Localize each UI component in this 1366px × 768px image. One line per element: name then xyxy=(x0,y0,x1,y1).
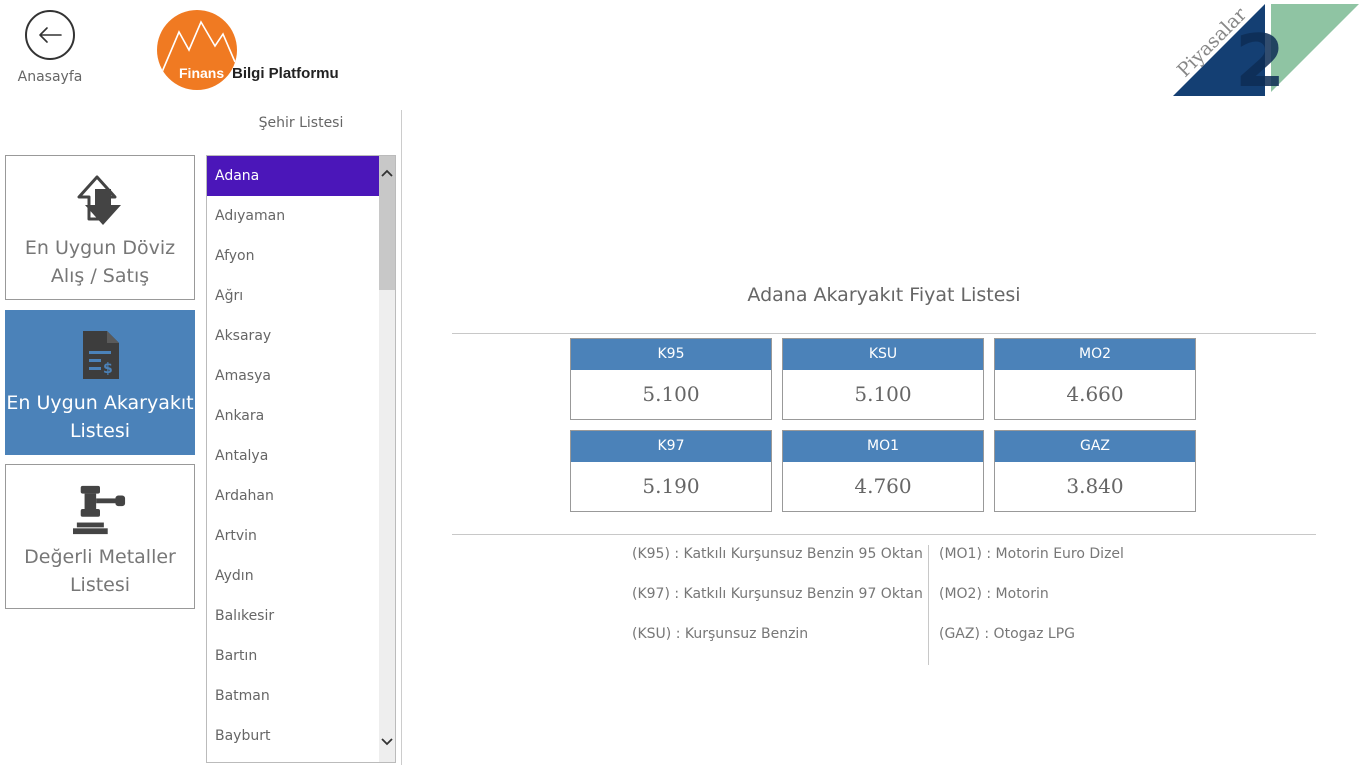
city-list[interactable]: Adana Adıyaman Afyon Ağrı Aksaray Amasya Ankar… xyxy=(206,155,396,763)
nav-fuel-label: En Uygun Akaryakıt Listesi xyxy=(6,392,194,442)
legend-item: (K97) : Katkılı Kurşunsuz Benzin 97 Okta… xyxy=(632,586,923,602)
city-item[interactable]: Balıkesir xyxy=(215,608,275,624)
price-card-code: K97 xyxy=(571,431,771,462)
city-scrollbar[interactable] xyxy=(379,156,395,762)
legend-divider xyxy=(928,545,929,665)
nav-currency-exchange[interactable]: En Uygun Döviz Alış / Satış xyxy=(5,155,195,300)
logo-mountain-icon xyxy=(157,10,237,90)
price-card: KSU 5.100 xyxy=(782,338,984,420)
scroll-up-button[interactable] xyxy=(379,156,395,190)
svg-text:$: $ xyxy=(103,361,113,377)
price-card-code: K95 xyxy=(571,339,771,370)
city-item[interactable]: Bartın xyxy=(215,648,258,664)
gavel-icon xyxy=(73,483,127,537)
app-logo: Finans Bilgi Platformu xyxy=(157,10,357,90)
nav-precious-metals[interactable]: Değerli Metaller Listesi xyxy=(5,464,195,609)
city-divider xyxy=(401,110,402,765)
logo-primary-text: Finans xyxy=(179,65,225,81)
city-item[interactable]: Antalya xyxy=(215,448,269,464)
city-item[interactable]: Afyon xyxy=(215,248,255,264)
price-card-code: MO1 xyxy=(783,431,983,462)
scroll-thumb[interactable] xyxy=(379,190,395,290)
legend-item: (MO1) : Motorin Euro Dizel xyxy=(939,546,1124,562)
fuel-document-icon: $ xyxy=(73,329,127,383)
divider-top xyxy=(452,333,1316,334)
legend-item: (KSU) : Kurşunsuz Benzin xyxy=(632,626,809,642)
brand-logo: 2 Piyasalar xyxy=(1173,3,1363,103)
city-item[interactable]: Aydın xyxy=(215,568,254,584)
price-card-value: 5.100 xyxy=(642,382,700,406)
chevron-up-icon xyxy=(381,169,393,177)
legend-item: (K95) : Katkılı Kurşunsuz Benzin 95 Okta… xyxy=(632,546,923,562)
legend-item: (GAZ) : Otogaz LPG xyxy=(939,626,1075,642)
divider-bottom xyxy=(452,534,1316,535)
scroll-down-button[interactable] xyxy=(379,730,395,754)
nav-fuel-list[interactable]: $ En Uygun Akaryakıt Listesi xyxy=(5,310,195,455)
price-card: K97 5.190 xyxy=(570,430,772,512)
arrow-left-icon xyxy=(39,27,62,43)
logo-secondary-text: Bilgi Platformu xyxy=(232,65,339,82)
price-card-code: MO2 xyxy=(995,339,1195,370)
brand-number: 2 xyxy=(1235,19,1285,96)
back-label[interactable]: Anasayfa xyxy=(17,69,83,85)
legend-right: (MO1) : Motorin Euro Dizel (MO2) : Motor… xyxy=(939,545,1124,665)
city-list-header: Şehir Listesi xyxy=(258,115,344,131)
price-card-value: 4.760 xyxy=(854,474,912,498)
chevron-down-icon xyxy=(381,738,393,746)
price-card: K95 5.100 xyxy=(570,338,772,420)
price-card: GAZ 3.840 xyxy=(994,430,1196,512)
legend-item: (MO2) : Motorin xyxy=(939,586,1049,602)
price-card-code: KSU xyxy=(783,339,983,370)
legend-left: (K95) : Katkılı Kurşunsuz Benzin 95 Okta… xyxy=(632,545,923,665)
price-card-value: 3.840 xyxy=(1066,474,1124,498)
city-item[interactable]: Bayburt xyxy=(215,728,271,744)
city-item[interactable]: Amasya xyxy=(215,368,271,384)
city-item[interactable]: Ankara xyxy=(215,408,265,424)
price-card-code: GAZ xyxy=(995,431,1195,462)
city-item[interactable]: Adıyaman xyxy=(215,208,286,224)
back-button[interactable] xyxy=(25,10,75,60)
city-item[interactable]: Adana xyxy=(207,156,380,196)
price-card-value: 4.660 xyxy=(1066,382,1124,406)
price-card-value: 5.190 xyxy=(642,474,700,498)
nav-metals-label: Değerli Metaller Listesi xyxy=(24,546,176,596)
city-item[interactable]: Artvin xyxy=(215,528,257,544)
price-card: MO1 4.760 xyxy=(782,430,984,512)
price-card-value: 5.100 xyxy=(854,382,912,406)
city-item[interactable]: Ardahan xyxy=(215,488,274,504)
nav-currency-label: En Uygun Döviz Alış / Satış xyxy=(24,237,176,287)
currency-exchange-icon xyxy=(73,174,127,228)
city-item[interactable]: Aksaray xyxy=(215,328,272,344)
price-card: MO2 4.660 xyxy=(994,338,1196,420)
city-item[interactable]: Ağrı xyxy=(215,288,244,304)
city-item[interactable]: Batman xyxy=(215,688,270,704)
page-title: Adana Akaryakıt Fiyat Listesi xyxy=(747,284,1021,306)
